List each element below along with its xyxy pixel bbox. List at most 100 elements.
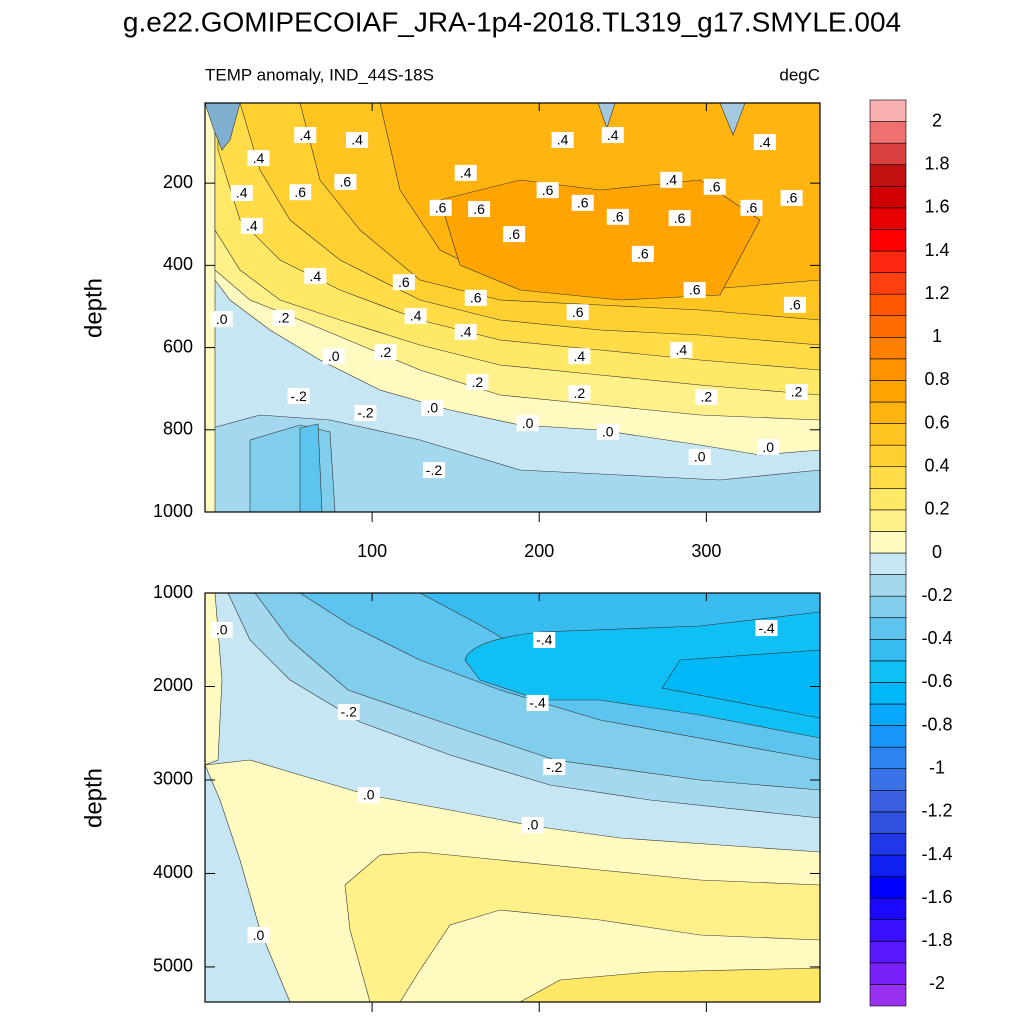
y-tick-label: 3000: [153, 769, 193, 789]
contour-label: .6: [577, 195, 589, 211]
contour-label: .0: [216, 622, 228, 638]
y-tick-label: 400: [163, 254, 193, 274]
colorbar-box: [869, 940, 907, 964]
contour-label-box: [695, 388, 718, 405]
contour-label-box: [354, 404, 377, 421]
contour-label-box: [240, 217, 263, 234]
colorbar-box: [869, 811, 907, 834]
contour-label-box: [289, 184, 312, 201]
colorbar-tick-label: 0.2: [924, 499, 949, 519]
contour-label: .4: [309, 268, 321, 284]
contour-label-box: [454, 164, 477, 181]
colorbar-box: [869, 876, 907, 899]
contour-label: -.2: [426, 462, 443, 478]
contour-label-box: [334, 173, 357, 190]
contour-label-box: [392, 274, 415, 291]
contour-label-box: [755, 620, 778, 637]
contour-label-box: [464, 289, 487, 306]
contour-label: -.2: [546, 759, 563, 775]
contour-fill-top: [205, 103, 820, 512]
contour-label: .6: [470, 290, 482, 306]
y-tick-label: 1000: [153, 501, 193, 521]
contour-label: .4: [574, 348, 586, 364]
colorbar-tick-label: 1.4: [924, 240, 949, 260]
colorbar-box: [869, 703, 907, 726]
x-tick-label: 300: [691, 541, 721, 561]
colorbar-box: [869, 272, 907, 295]
contour-label: .6: [786, 190, 798, 206]
contour-label-box: [571, 194, 594, 211]
colorbar-tick-label: 0.4: [924, 455, 949, 475]
colorbar-box: [869, 336, 907, 360]
contour-label: .6: [542, 182, 554, 198]
contour-label: .4: [557, 132, 569, 148]
contour-label: .0: [527, 817, 539, 833]
contour-label: .6: [746, 200, 758, 216]
colorbar-box: [869, 358, 907, 381]
x-tick-label: 200: [524, 541, 554, 561]
contour-label-box: [404, 307, 427, 324]
contour-label: .4: [236, 185, 248, 201]
colorbar-box: [869, 617, 907, 640]
colorbar-box: [869, 121, 907, 144]
colorbar-tick-label: -0.6: [921, 671, 952, 691]
contour-label: .4: [460, 165, 472, 181]
colorbar-tick-label: -0.8: [921, 714, 952, 734]
contour-label-box: [526, 695, 549, 712]
colorbar-box: [869, 638, 907, 662]
contour-label-box: [780, 189, 803, 206]
plot-frame: [204, 592, 821, 1003]
contour-label-box: [429, 199, 452, 216]
colorbar-tick-label: 0.6: [924, 412, 949, 432]
contour-label: .6: [473, 201, 485, 217]
colorbar-tick-label: 1: [932, 326, 942, 346]
y-tick-label: 5000: [153, 956, 193, 976]
contour-label-box: [374, 344, 397, 361]
contour-label-box: [230, 185, 253, 202]
contour-label: .4: [675, 342, 687, 358]
contour-label: -.2: [341, 704, 358, 720]
contour-label: .6: [674, 210, 686, 226]
colorbar-box: [869, 984, 907, 1007]
colorbar-box: [869, 423, 907, 446]
contour-label: .4: [410, 308, 422, 324]
colorbar-tick-label: -1.2: [921, 801, 952, 821]
contour-label: .6: [572, 304, 584, 320]
colorbar-box: [869, 487, 907, 511]
contour-label-box: [210, 622, 233, 639]
colorbar-tick-label: 1.6: [924, 197, 949, 217]
contour-label-box: [740, 199, 763, 216]
contour-label: .6: [612, 209, 624, 225]
contour-label-box: [568, 385, 591, 402]
colorbar-box: [869, 380, 907, 403]
contour-label: .6: [637, 246, 649, 262]
contour-label-box: [783, 296, 806, 313]
contour-label: .4: [246, 218, 258, 234]
contour-label-box: [753, 134, 776, 151]
colorbar-tick-label: 0.8: [924, 369, 949, 389]
colorbar-box: [869, 142, 907, 166]
contour-label: .4: [299, 127, 311, 143]
contour-label-box: [516, 415, 539, 432]
colorbar-tick-label: -1: [929, 757, 945, 777]
contour-label-box: [688, 448, 711, 465]
chart-title: g.e22.GOMIPECOIAF_JRA-1p4-2018.TL319_g17…: [123, 6, 901, 37]
contour-label-box: [683, 282, 706, 299]
colorbar-box: [869, 250, 907, 273]
contour-label-box: [785, 383, 808, 400]
contour-label-box: [670, 342, 693, 359]
contour-label-box: [466, 374, 489, 391]
contour-label-box: [551, 131, 574, 148]
contour-label: -.4: [529, 695, 546, 711]
colorbar-box: [869, 789, 907, 813]
contour-label-box: [596, 423, 619, 440]
contour-label-box: [247, 927, 270, 944]
contour-label: .2: [791, 384, 803, 400]
colorbar-box: [869, 682, 907, 705]
contour-label-box: [703, 178, 726, 195]
colorbar-box: [869, 660, 907, 683]
contour-label: -.4: [758, 620, 775, 636]
contour-label: .0: [694, 449, 706, 465]
contour-label: .6: [709, 179, 721, 195]
